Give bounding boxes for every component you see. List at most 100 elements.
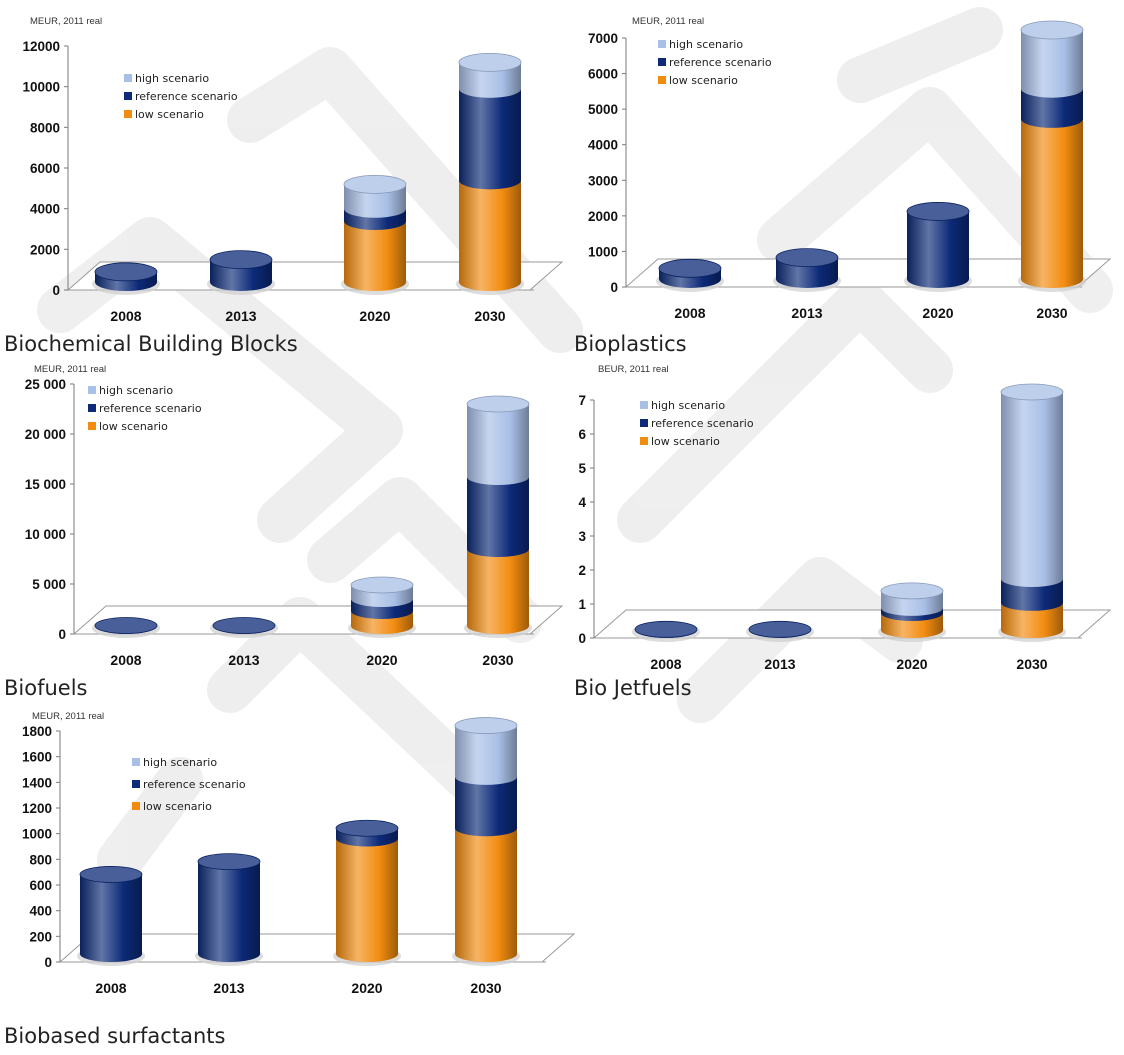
y-tick-label: 4000	[588, 138, 618, 153]
chart-svg-bio-jetfuels: 0 1 2 3 4 5 6 7 BEUR, 2011 real 2008 2013 2020 2030 h…	[578, 364, 1112, 672]
bar-top-cap	[94, 617, 158, 634]
chart-panel-surfactants: 0 200 400 600 800 1000 1200 1400 1600 1800 MEUR, 2…	[0, 708, 580, 1055]
bar-segment-low-scenario-2030	[1001, 602, 1063, 638]
x-tick-label: 2013	[791, 305, 822, 321]
y-tick-label: 6000	[30, 161, 60, 176]
y-tick-label: 7	[578, 393, 586, 408]
y-tick-label: 1000	[22, 827, 52, 842]
legend-label: reference scenario	[669, 56, 772, 69]
x-tick-label: 2008	[110, 652, 141, 668]
bar-top-cap	[634, 620, 698, 638]
unit-label: MEUR, 2011 real	[632, 16, 704, 27]
bar-segment-low-scenario-2020	[336, 838, 398, 962]
y-tick-label: 6000	[588, 67, 618, 82]
bar-segment-reference-scenario-2030	[467, 477, 529, 557]
y-tick-label: 4000	[30, 202, 60, 217]
y-tick-label: 5 000	[32, 577, 66, 592]
x-tick-label: 2008	[95, 980, 126, 996]
bar-top-cap	[1020, 20, 1084, 40]
legend-item: high scenario	[124, 72, 209, 85]
bar-top-cap	[658, 258, 722, 278]
bar-top-cap	[335, 819, 399, 837]
x-tick-label: 2020	[359, 308, 390, 324]
legend-item: low scenario	[132, 800, 212, 813]
bar-top-cap	[880, 582, 944, 600]
y-tick-label: 1	[578, 597, 586, 612]
legend-item: high scenario	[658, 38, 743, 51]
legend-swatch	[658, 58, 666, 66]
x-tick-label: 2030	[1016, 656, 1047, 672]
chart-panel-bio-jetfuels: 0 1 2 3 4 5 6 7 BEUR, 2011 real 2008 2013 2020 2030 h…	[570, 362, 1124, 707]
y-tick-label: 6	[578, 427, 586, 442]
x-tick-label: 2008	[674, 305, 705, 321]
bar-top-cap	[1000, 383, 1064, 401]
x-tick-label: 2020	[351, 980, 382, 996]
y-tick-label: 25 000	[25, 377, 66, 392]
y-tick-label: 0	[58, 627, 66, 642]
y-tick-label: 0	[578, 631, 586, 646]
y-tick-label: 200	[29, 929, 52, 944]
x-tick-label: 2020	[896, 656, 927, 672]
y-tick-label: 1200	[22, 801, 52, 816]
legend-label: high scenario	[669, 38, 743, 51]
bar-segment-reference-scenario-2008	[80, 874, 142, 962]
bar-top-cap	[454, 717, 518, 734]
bar-segment-reference-scenario-2030	[1021, 88, 1083, 128]
legend-item: low scenario	[658, 74, 738, 87]
y-tick-label: 800	[29, 852, 52, 867]
bar-segment-high-scenario-2030	[467, 404, 529, 485]
legend-item: high scenario	[132, 756, 217, 769]
y-tick-label: 4	[578, 495, 586, 510]
legend-label: reference scenario	[143, 778, 246, 791]
bar-segment-reference-scenario-2020	[907, 211, 969, 288]
bar-segment-reference-scenario-2030	[459, 88, 521, 190]
legend-swatch	[132, 758, 140, 766]
unit-label: MEUR, 2011 real	[32, 711, 104, 722]
y-tick-label: 12000	[22, 39, 60, 54]
legend-swatch	[88, 422, 96, 430]
legend-item: high scenario	[640, 399, 725, 412]
legend-label: low scenario	[651, 435, 720, 448]
legend-item: low scenario	[640, 435, 720, 448]
x-tick-label: 2030	[482, 652, 513, 668]
bar-top-cap	[79, 866, 143, 883]
x-tick-label: 2020	[366, 652, 397, 668]
bar-segment-reference-scenario-2030	[1001, 579, 1063, 611]
x-tick-label: 2008	[650, 656, 681, 672]
y-tick-label: 7000	[588, 31, 618, 46]
bar-segment-high-scenario-2030	[1001, 392, 1063, 587]
chart-panel-biochemical: 0 2000 4000 6000 8000 10000 12000 MEUR, 2011 re…	[0, 0, 570, 360]
y-tick-label: 1000	[588, 244, 618, 259]
legend-label: low scenario	[99, 420, 168, 433]
legend-swatch	[124, 92, 132, 100]
bar-top-cap	[906, 202, 970, 221]
legend-swatch	[88, 404, 96, 412]
legend-label: reference scenario	[99, 402, 202, 415]
legend-item: low scenario	[124, 108, 204, 121]
x-tick-label: 2013	[225, 308, 256, 324]
y-tick-label: 10000	[22, 80, 60, 95]
bar-top-cap	[350, 576, 414, 594]
y-tick-label: 0	[52, 283, 60, 298]
y-tick-label: 600	[29, 878, 52, 893]
bar-top-cap	[212, 617, 276, 634]
legend-label: reference scenario	[135, 90, 238, 103]
y-tick-label: 1600	[22, 750, 52, 765]
bar-top-cap	[748, 620, 812, 638]
legend-label: high scenario	[135, 72, 209, 85]
bar-segment-low-scenario-2030	[1021, 118, 1083, 288]
y-tick-label: 400	[29, 904, 52, 919]
legend-swatch	[640, 437, 648, 445]
chart-panel-biofuels: 0 5 000 10 000 15 000 20 000 25 000 MEUR, 2011…	[0, 362, 570, 707]
x-tick-label: 2030	[470, 980, 501, 996]
chart-title: Bio Jetfuels	[574, 676, 692, 700]
bar-top-cap	[775, 248, 839, 268]
legend-swatch	[640, 419, 648, 427]
legend-swatch	[132, 802, 140, 810]
legend-label: low scenario	[135, 108, 204, 121]
x-tick-label: 2030	[1036, 305, 1067, 321]
legend-swatch	[124, 110, 132, 118]
y-tick-label: 2000	[30, 242, 60, 257]
bar-segment-low-scenario-2030	[459, 180, 521, 291]
y-tick-label: 5	[578, 461, 586, 476]
